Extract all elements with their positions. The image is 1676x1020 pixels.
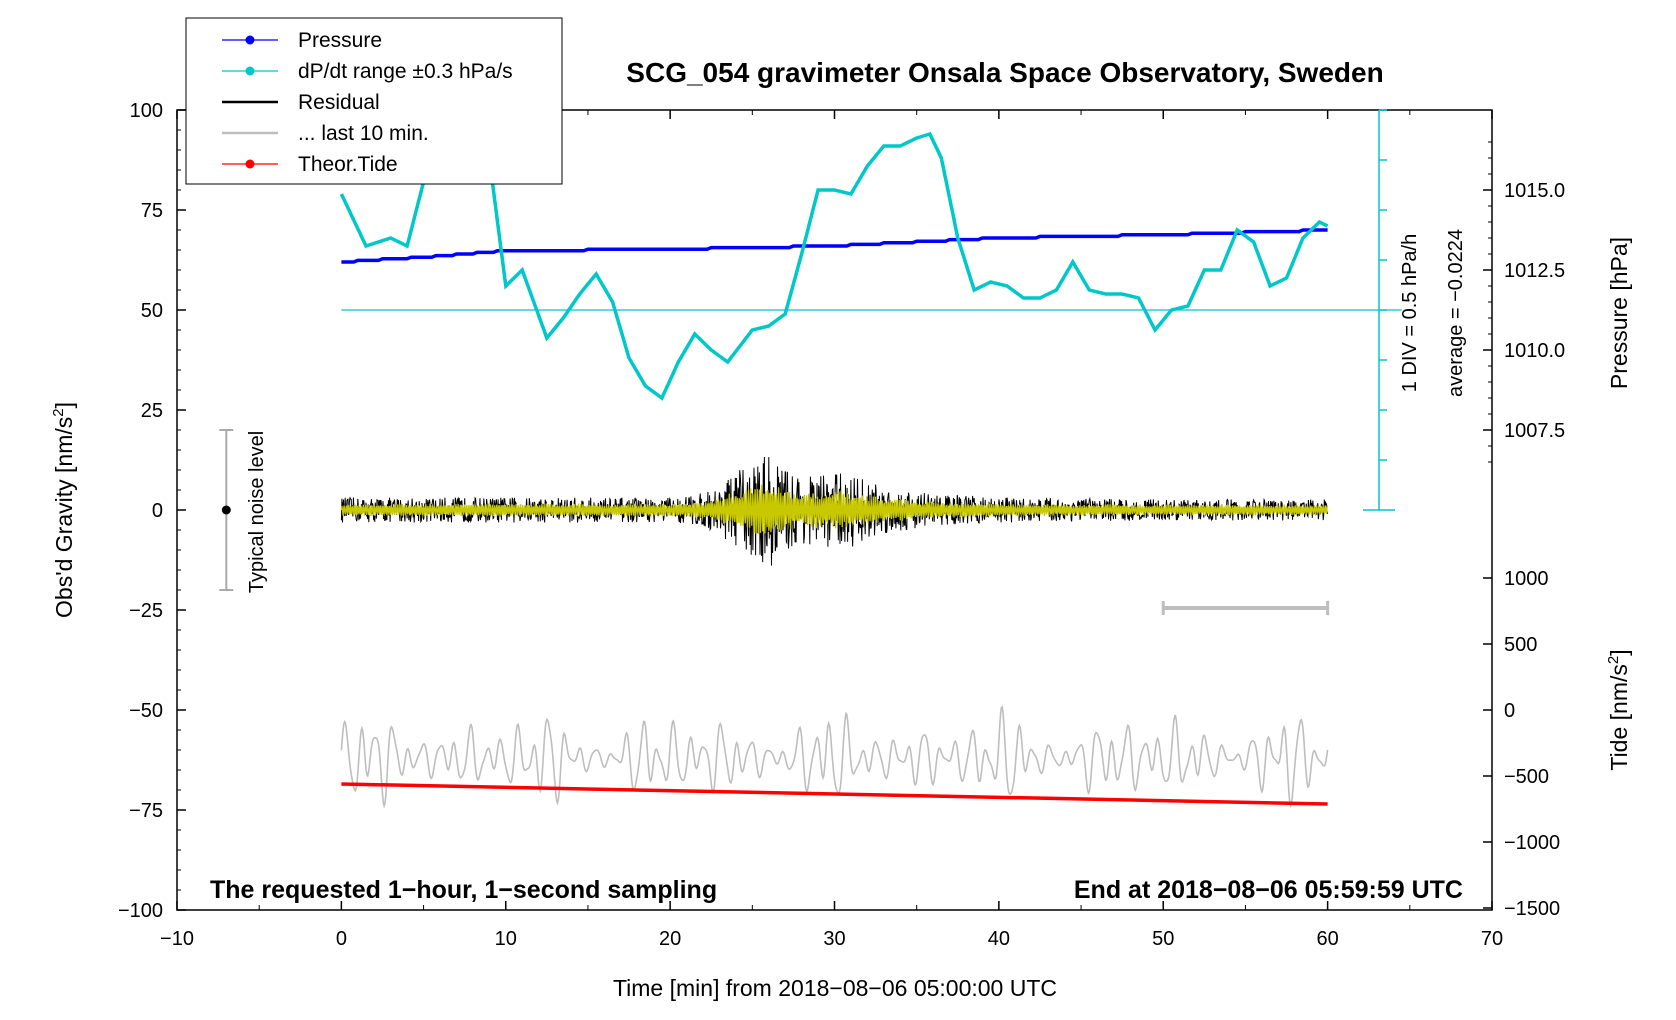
- series-group: [339, 110, 1330, 809]
- residual-series: [340, 456, 1329, 566]
- tide-tick-label: 0: [1504, 700, 1515, 722]
- legend-label: ... last 10 min.: [298, 122, 429, 145]
- y-tick-label: 75: [141, 200, 163, 222]
- x-tick-label: 60: [1317, 928, 1339, 950]
- legend-label: Pressure: [298, 29, 382, 52]
- y-tick-label: −25: [129, 600, 163, 622]
- theor-tide-series: [341, 782, 1328, 806]
- x-tick-label: 0: [336, 928, 347, 950]
- pressure-axis-note-2: average = −0.0224: [1445, 229, 1467, 397]
- y-tide-main: Tide [nm/s: [1606, 664, 1632, 771]
- noise-level-bar: [219, 429, 234, 591]
- tide-tick-label: −1000: [1504, 832, 1560, 854]
- tide-tick-label: 1000: [1504, 568, 1549, 590]
- chart-title: SCG_054 gravimeter Onsala Space Observat…: [626, 57, 1383, 88]
- x-tick-label: −10: [160, 928, 194, 950]
- pressure-axis-note-1: 1 DIV = 0.5 hPa/h: [1399, 234, 1421, 392]
- y-tide-sup: 2: [1605, 656, 1622, 664]
- y-tick-label: 25: [141, 400, 163, 422]
- noise-level-label: Typical noise level: [246, 431, 268, 593]
- tide-axis: 1000 500 0 −500 −1000 −1500: [1483, 568, 1560, 920]
- tide-tick-label: 500: [1504, 634, 1537, 656]
- legend: Pressure dP/dt range ±0.3 hPa/s Residual..…: [185, 17, 563, 185]
- x-tick-label: 70: [1481, 928, 1503, 950]
- x-axis-ticks: −10 0 10 20 30 40 50 60 70: [160, 110, 1503, 950]
- legend-marker: [245, 35, 255, 45]
- x-tick-label: 20: [659, 928, 681, 950]
- legend-label: Residual: [298, 91, 380, 114]
- y-tick-label: 50: [141, 300, 163, 322]
- pressure-tick-label: 1012.5: [1504, 260, 1565, 282]
- bottom-left-note: The requested 1−hour, 1−second sampling: [210, 876, 717, 904]
- filtered-residual-series: [340, 484, 1329, 535]
- bottom-right-note: End at 2018−08−06 05:59:59 UTC: [1074, 876, 1463, 904]
- dpdt-scale-axis: [341, 109, 1402, 511]
- pressure-tick-label: 1007.5: [1504, 420, 1565, 442]
- left-axis-ticks: 100 75 50 25 0 −25 −50 −75 −100: [118, 100, 186, 922]
- y-tick-label: −50: [129, 700, 163, 722]
- tide-tick-label: −500: [1504, 766, 1549, 788]
- legend-marker: [245, 159, 255, 169]
- pressure-axis: 1015.0 1012.5 1010.0 1007.5: [1483, 141, 1565, 463]
- y-left-main: Obs'd Gravity [nm/s: [51, 417, 77, 618]
- y-tick-label: 100: [130, 100, 163, 122]
- legend-label: dP/dt range ±0.3 hPa/s: [298, 60, 513, 83]
- legend-marker: [245, 66, 255, 76]
- pressure-tick-label: 1010.0: [1504, 340, 1565, 362]
- x-tick-label: 10: [495, 928, 517, 950]
- pressure-tick-label: 1015.0: [1504, 180, 1565, 202]
- x-tick-label: 50: [1152, 928, 1174, 950]
- x-tick-label: 40: [988, 928, 1010, 950]
- noise-bar-center: [221, 505, 231, 515]
- pressure-series: [341, 228, 1328, 264]
- x-axis-label: Time [min] from 2018−08−06 05:00:00 UTC: [613, 975, 1057, 1001]
- y-axis-label-pressure: Pressure [hPa]: [1606, 237, 1632, 389]
- y-tide-end: ]: [1606, 649, 1632, 655]
- tide-tick-label: −1500: [1504, 898, 1560, 920]
- x-tick-label: 30: [823, 928, 845, 950]
- dpdt-series: [339, 110, 1329, 401]
- y-tick-label: −75: [129, 800, 163, 822]
- y-axis-label-left: Obs'd Gravity [nm/s2]: [50, 402, 77, 618]
- y-left-end: ]: [51, 402, 77, 408]
- legend-label: Theor.Tide: [298, 153, 398, 176]
- last-10-min-series: [340, 705, 1329, 809]
- y-axis-label-tide: Tide [nm/s2]: [1605, 649, 1632, 770]
- y-tick-label: −100: [118, 900, 163, 922]
- y-left-sup: 2: [50, 408, 67, 416]
- y-tick-label: 0: [152, 500, 163, 522]
